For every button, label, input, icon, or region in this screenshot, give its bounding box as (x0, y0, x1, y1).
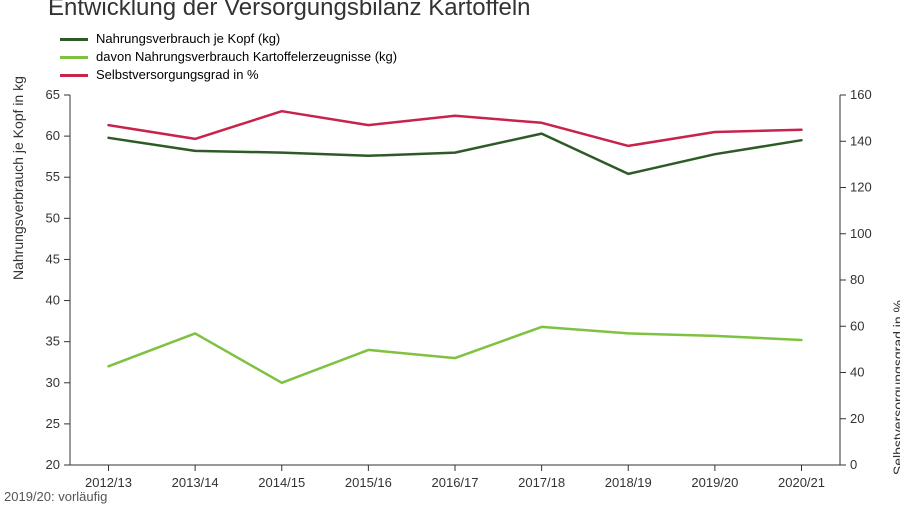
svg-text:2018/19: 2018/19 (605, 475, 652, 490)
svg-text:80: 80 (850, 272, 864, 287)
svg-text:60: 60 (46, 128, 60, 143)
svg-text:35: 35 (46, 334, 60, 349)
svg-text:25: 25 (46, 416, 60, 431)
svg-text:2013/14: 2013/14 (172, 475, 219, 490)
svg-text:2015/16: 2015/16 (345, 475, 392, 490)
svg-text:2020/21: 2020/21 (778, 475, 825, 490)
svg-text:100: 100 (850, 226, 872, 241)
svg-text:2016/17: 2016/17 (432, 475, 479, 490)
svg-text:2012/13: 2012/13 (85, 475, 132, 490)
chart-svg: 20 25 30 35 40 45 50 55 60 65 0 20 40 60 80 100 120 140 16… (0, 0, 900, 506)
svg-text:140: 140 (850, 133, 872, 148)
footnote: 2019/20: vorläufig (4, 489, 107, 504)
svg-text:65: 65 (46, 87, 60, 102)
svg-text:20: 20 (850, 411, 864, 426)
svg-text:120: 120 (850, 180, 872, 195)
svg-text:2019/20: 2019/20 (691, 475, 738, 490)
chart-container: Entwicklung der Versorgungsbilanz Kartof… (0, 0, 900, 506)
svg-text:2017/18: 2017/18 (518, 475, 565, 490)
svg-text:60: 60 (850, 318, 864, 333)
svg-text:2014/15: 2014/15 (258, 475, 305, 490)
svg-text:55: 55 (46, 169, 60, 184)
svg-text:40: 40 (46, 293, 60, 308)
svg-text:20: 20 (46, 457, 60, 472)
svg-text:160: 160 (850, 87, 872, 102)
svg-text:30: 30 (46, 375, 60, 390)
svg-text:45: 45 (46, 251, 60, 266)
svg-text:50: 50 (46, 210, 60, 225)
svg-text:40: 40 (850, 365, 864, 380)
svg-text:0: 0 (850, 457, 857, 472)
